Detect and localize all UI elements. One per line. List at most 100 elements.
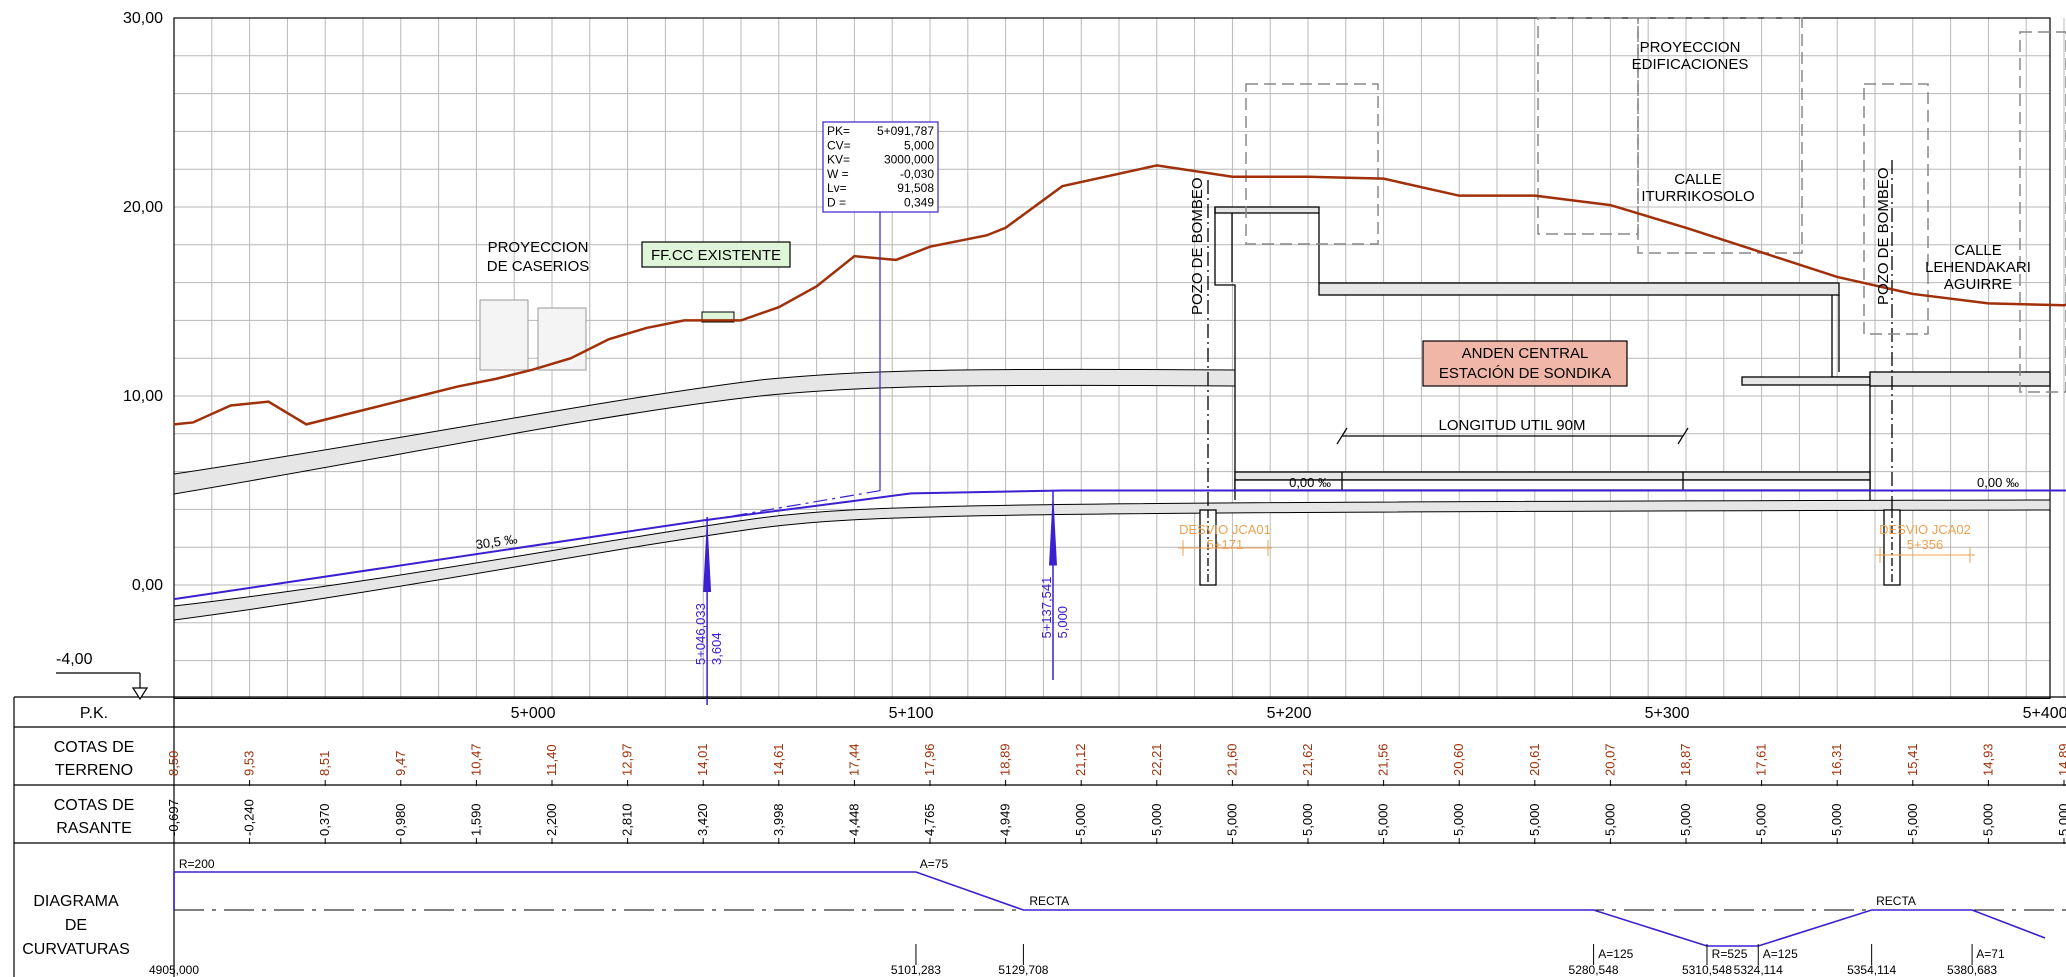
annotation-desvio-1: DESVIO JCA01 5+171 (1178, 522, 1272, 556)
profile-grid (173, 17, 2065, 700)
datum-label: -4,00 (56, 651, 93, 668)
cota-terreno: 18,89 (998, 743, 1013, 776)
elevation-axis: 30,00 20,00 10,00 0,00 (123, 10, 163, 594)
vertical-vertices: 5+046,033 3,604 5+137,541 5,000 (693, 490, 1070, 705)
cota-rasante: 5,000 (1149, 803, 1164, 836)
station-structure (1199, 160, 2051, 586)
curvature-station-label: 5129,708 (998, 963, 1048, 977)
cota-terreno: 11,40 (544, 744, 559, 776)
slope-label: 0,00 ‰ (1977, 475, 2019, 490)
cota-rasante: 0,370 (317, 803, 332, 836)
desvio-1-line-1: DESVIO JCA01 (1179, 522, 1271, 537)
ffcc-label: FF.CC EXISTENTE (651, 247, 781, 264)
cota-rasante: 1,590 (468, 803, 483, 836)
row-label-curvaturas-1: DIAGRAMA (33, 893, 119, 910)
vcurve-value: 5,000 (904, 138, 934, 152)
cota-rasante: 5,000 (1905, 803, 1920, 836)
cota-rasante: 5,000 (1451, 803, 1466, 836)
annotation-desvio-2: DESVIO JCA02 5+356 (1875, 522, 1975, 563)
pk-tick-label: 5+100 (889, 705, 934, 722)
ffcc-small-box (701, 311, 735, 323)
row-label-pk: P.K. (80, 705, 108, 722)
vcurve-key: Lv= (827, 181, 847, 195)
curvature-diagram: 4905,000 5101,283 5129,708 5280,548 5310,548… (149, 857, 2066, 977)
caserios-hatch (479, 299, 587, 371)
pk-row: 5+000 5+100 5+200 5+300 5+400 (173, 705, 2066, 844)
row-label-terreno-2: TERRENO (55, 762, 133, 779)
row-label-rasante-2: RASANTE (56, 820, 132, 837)
lehendakari-line-2: LEHENDAKARI (1925, 259, 2031, 276)
cota-terreno: 17,96 (922, 743, 937, 776)
annotation-caserios: PROYECCION DE CASERIOS (487, 239, 590, 275)
anden-line-2: ESTACIÓN DE SONDIKA (1439, 365, 1611, 382)
cota-rasante: 2,810 (620, 803, 635, 836)
lehendakari-line-3: AGUIRRE (1944, 276, 2012, 293)
vertex-pk: 5+137,541 (1039, 577, 1054, 639)
grid-frame (173, 17, 2051, 700)
curvature-label: A=125 (1598, 947, 1633, 961)
cota-terreno: 20,07 (1602, 743, 1617, 776)
curvature-label: A=125 (1763, 947, 1798, 961)
cota-terreno: 17,61 (1754, 743, 1769, 776)
desvio-2-line-1: DESVIO JCA02 (1879, 522, 1971, 537)
cota-terreno: 21,62 (1300, 743, 1315, 776)
curvature-label: R=200 (179, 857, 215, 871)
caserios-line-1: PROYECCION (488, 239, 589, 256)
row-label-curvaturas-3: CURVATURAS (22, 941, 130, 958)
cota-terreno: 21,56 (1376, 743, 1391, 776)
cota-rasante: 5,000 (1300, 803, 1315, 836)
row-label-curvaturas-2: DE (65, 917, 87, 934)
curvature-station-label: 5324,114 (1734, 963, 1783, 977)
cota-rasante: 3,998 (771, 803, 786, 836)
lehendakari-line-1: CALLE (1954, 242, 2002, 259)
vertex-arrow (703, 516, 712, 592)
cota-terreno: 8,51 (317, 751, 332, 776)
cota-rasante: 3,420 (695, 803, 710, 836)
vcurve-key: CV= (827, 138, 851, 152)
curvature-station-label: 4905,000 (149, 963, 199, 977)
projected-buildings (1245, 17, 2066, 393)
rasante-tangent-dashed (706, 489, 881, 521)
edificaciones-line-1: PROYECCION (1640, 39, 1741, 56)
curvature-label: RECTA (1029, 894, 1069, 908)
vcurve-key: KV= (827, 153, 850, 167)
edificaciones-line-2: EDIFICACIONES (1632, 56, 1749, 73)
curvature-station-label: 5280,548 (1569, 963, 1619, 977)
cota-terreno: 16,31 (1829, 743, 1844, 776)
curvature-label: A=75 (920, 857, 949, 871)
pk-tick-label: 5+200 (1267, 705, 1312, 722)
cota-terreno: 17,44 (846, 743, 861, 776)
caserios-line-2: DE CASERIOS (487, 258, 590, 275)
rasante-profile-line (173, 489, 2066, 601)
cota-terreno: 22,21 (1149, 743, 1164, 776)
vcurve-value: 5+091,787 (877, 124, 934, 138)
datum-marker: -4,00 (56, 651, 149, 701)
cota-rasante: 2,200 (544, 803, 559, 836)
existing-tunnel-upper (173, 368, 1236, 495)
cota-terreno: 14,89 (2056, 743, 2066, 776)
cota-rasante: -0,240 (242, 799, 257, 836)
vertex-elev: 3,604 (709, 632, 724, 665)
vcurve-value: 0,349 (904, 196, 934, 210)
annotation-ffcc: FF.CC EXISTENTE (641, 241, 791, 268)
cota-terreno: 8,50 (166, 751, 181, 776)
vcurve-value: -0,030 (900, 167, 934, 181)
cota-terreno: 20,61 (1527, 743, 1542, 776)
y-tick-label: 10,00 (123, 388, 163, 405)
iturrikosolo-line-2: ITURRIKOSOLO (1641, 188, 1754, 205)
desvio-1-line-2: 5+171 (1207, 537, 1244, 552)
cota-rasante: 5,000 (1678, 803, 1693, 836)
vcurve-value: 3000,000 (884, 153, 934, 167)
vertical-curve-parameters: PK= 5+091,787 CV= 5,000 KV= 3000,000 W = -0,030… (822, 121, 939, 491)
row-label-terreno-1: COTAS DE (54, 739, 135, 756)
cota-terreno: 15,41 (1905, 743, 1920, 776)
cota-rasante: 5,000 (1527, 803, 1542, 836)
pozo-bombeo-2: POZO DE BOMBEO (1875, 167, 1892, 305)
vertex-pk: 5+046,033 (693, 603, 708, 665)
anden-line-1: ANDEN CENTRAL (1462, 345, 1589, 362)
curvature-label: A=71 (1976, 947, 2005, 961)
rasante-row: -0,697 -0,240 0,370 0,980 1,590 2,200 2,810 3,4… (166, 799, 2066, 836)
cota-terreno: 21,60 (1224, 743, 1239, 776)
pk-tick-label: 5+000 (511, 705, 556, 722)
cota-rasante: 0,980 (393, 803, 408, 836)
